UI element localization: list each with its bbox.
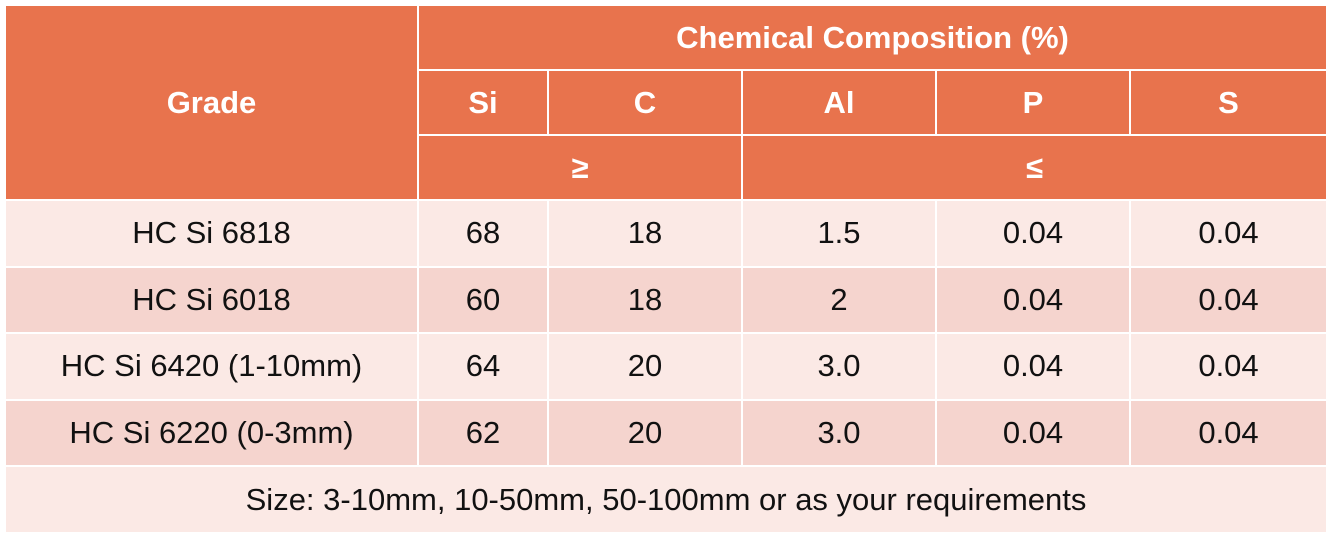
si-cell: 62 [417, 398, 549, 468]
al-header: Al [741, 69, 937, 136]
grade-cell: HC Si 6220 (0-3mm) [4, 398, 419, 468]
table-row: HC Si 6220 (0-3mm) 62 20 3.0 0.04 0.04 [4, 398, 1328, 468]
si-cell: 60 [417, 265, 549, 335]
header-row-group: Grade Chemical Composition (%) [4, 4, 1328, 201]
al-cell: 1.5 [741, 199, 937, 268]
c-cell: 18 [547, 265, 743, 335]
min-limit-header: ≥ [417, 134, 743, 201]
al-cell: 3.0 [741, 398, 937, 468]
al-cell: 2 [741, 265, 937, 335]
c-cell: 18 [547, 199, 743, 268]
grade-cell: HC Si 6420 (1-10mm) [4, 332, 419, 401]
p-header: P [935, 69, 1131, 136]
composition-table-container: Grade Chemical Composition (%) Si C Al P… [3, 4, 1328, 534]
al-cell: 3.0 [741, 332, 937, 401]
grade-header: Grade [4, 4, 419, 201]
table-row: HC Si 6018 60 18 2 0.04 0.04 [4, 265, 1328, 335]
c-cell: 20 [547, 398, 743, 468]
c-cell: 20 [547, 332, 743, 401]
p-cell: 0.04 [935, 199, 1131, 268]
p-cell: 0.04 [935, 398, 1131, 468]
size-footer-row: Size: 3-10mm, 10-50mm, 50-100mm or as yo… [3, 465, 1328, 534]
grade-cell: HC Si 6818 [4, 199, 419, 268]
s-cell: 0.04 [1128, 332, 1328, 401]
p-cell: 0.04 [935, 332, 1131, 401]
size-note: Size: 3-10mm, 10-50mm, 50-100mm or as yo… [3, 465, 1328, 534]
header-row-elements: Si C Al P S [5, 69, 1328, 136]
s-cell: 0.04 [1128, 398, 1328, 468]
si-cell: 64 [417, 332, 549, 401]
s-header: S [1128, 69, 1328, 136]
s-cell: 0.04 [1128, 199, 1328, 268]
c-header: C [547, 69, 743, 136]
header-row-limits: ≥ ≤ [5, 134, 1328, 201]
s-cell: 0.04 [1128, 265, 1328, 335]
table-row: HC Si 6420 (1-10mm) 64 20 3.0 0.04 0.04 [4, 332, 1328, 401]
max-limit-header: ≤ [740, 134, 1328, 201]
p-cell: 0.04 [935, 265, 1131, 335]
chemical-composition-header: Chemical Composition (%) [416, 4, 1328, 71]
si-header: Si [417, 69, 549, 136]
chemical-composition-table: Grade Chemical Composition (%) Si C Al P… [3, 4, 1328, 534]
table-row: HC Si 6818 68 18 1.5 0.04 0.04 [4, 199, 1328, 268]
grade-cell: HC Si 6018 [4, 265, 419, 335]
si-cell: 68 [417, 199, 549, 268]
